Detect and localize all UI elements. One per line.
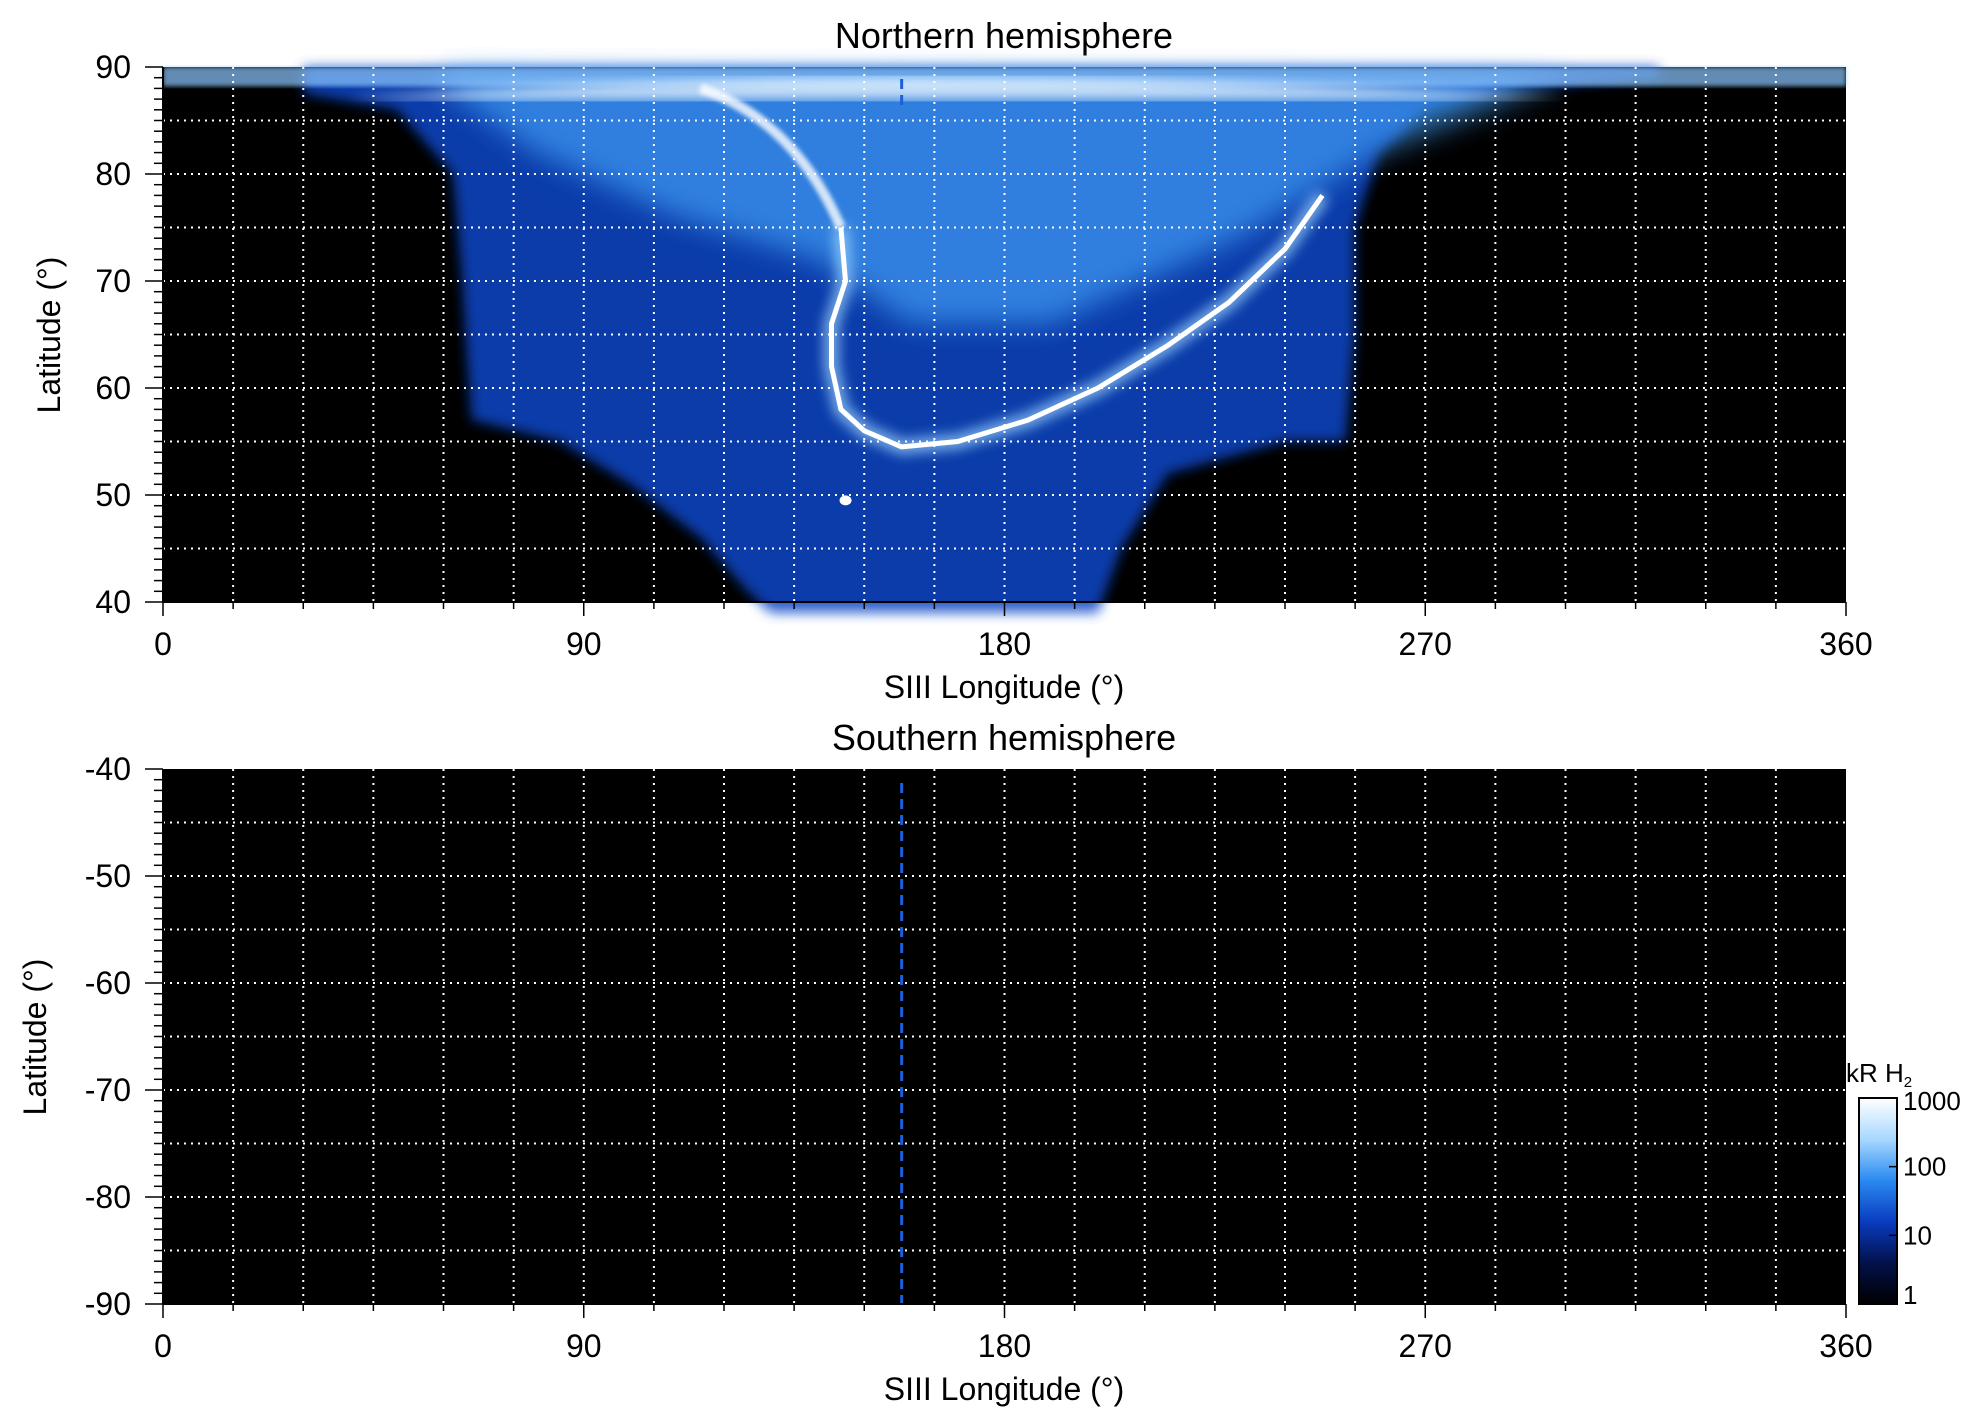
polar-cap-bright (350, 77, 1566, 100)
x-tick-label: 360 (1819, 626, 1872, 662)
y-tick-label: -40 (85, 751, 131, 787)
y-tick-label: 90 (95, 49, 131, 85)
north-x-axis-label: SIII Longitude (°) (884, 669, 1124, 705)
y-tick-label: -80 (85, 1179, 131, 1215)
colorbar-tick-label: 100 (1903, 1152, 1946, 1182)
southern-hemisphere-panel: Southern hemisphere 0 90 180 270 360 -40 -50 -6… (17, 717, 1873, 1407)
y-tick-label: 50 (95, 477, 131, 513)
colorbar: kR H2 1000 100 10 1 (1846, 1058, 1961, 1310)
x-tick-label: 180 (978, 626, 1031, 662)
y-tick-label: -90 (85, 1286, 131, 1322)
y-tick-label: 60 (95, 370, 131, 406)
bright-polar-emission (443, 72, 1566, 324)
x-tick-label: 360 (1819, 1328, 1872, 1364)
colorbar-ticks: 1000 100 10 1 (1889, 1086, 1961, 1310)
y-tick-label: -50 (85, 858, 131, 894)
north-panel-title: Northern hemisphere (835, 15, 1173, 56)
colorbar-tick-label: 1000 (1903, 1086, 1961, 1116)
colorbar-gradient (1858, 1097, 1898, 1305)
north-auroral-emission (163, 67, 1846, 613)
main-oval (829, 193, 1325, 450)
south-grid (163, 769, 1846, 1304)
x-tick-label: 270 (1399, 626, 1452, 662)
x-tick-label: 270 (1399, 1328, 1452, 1364)
x-tick-label: 0 (154, 626, 172, 662)
northern-hemisphere-panel: Northern hemisphere 0 90 180 270 360 40 50 60 70… (31, 15, 1873, 705)
y-tick-label: 80 (95, 156, 131, 192)
south-axis-ticks: 0 90 180 270 360 -40 -50 -60 -70 -80 -90 (85, 751, 1873, 1364)
north-y-axis-label: Latitude (°) (31, 257, 67, 414)
colorbar-tick-label: 1 (1903, 1280, 1917, 1310)
x-tick-label: 90 (566, 626, 602, 662)
south-panel-title: Southern hemisphere (832, 717, 1176, 758)
north-grid (163, 67, 1846, 602)
x-tick-label: 90 (566, 1328, 602, 1364)
oval-polar-arc (698, 83, 846, 230)
y-tick-label: 40 (95, 584, 131, 620)
colorbar-label: kR H2 (1846, 1058, 1912, 1091)
y-tick-label: -70 (85, 1072, 131, 1108)
x-tick-label: 180 (978, 1328, 1031, 1364)
south-x-axis-label: SIII Longitude (°) (884, 1371, 1124, 1407)
colorbar-tick-label: 10 (1903, 1220, 1932, 1250)
north-axis-ticks: 0 90 180 270 360 40 50 60 70 80 90 (95, 49, 1872, 662)
x-tick-label: 0 (154, 1328, 172, 1364)
y-tick-label: -60 (85, 965, 131, 1001)
y-tick-label: 70 (95, 263, 131, 299)
south-y-axis-label: Latitude (°) (17, 959, 53, 1116)
footprint-spot (839, 495, 852, 506)
